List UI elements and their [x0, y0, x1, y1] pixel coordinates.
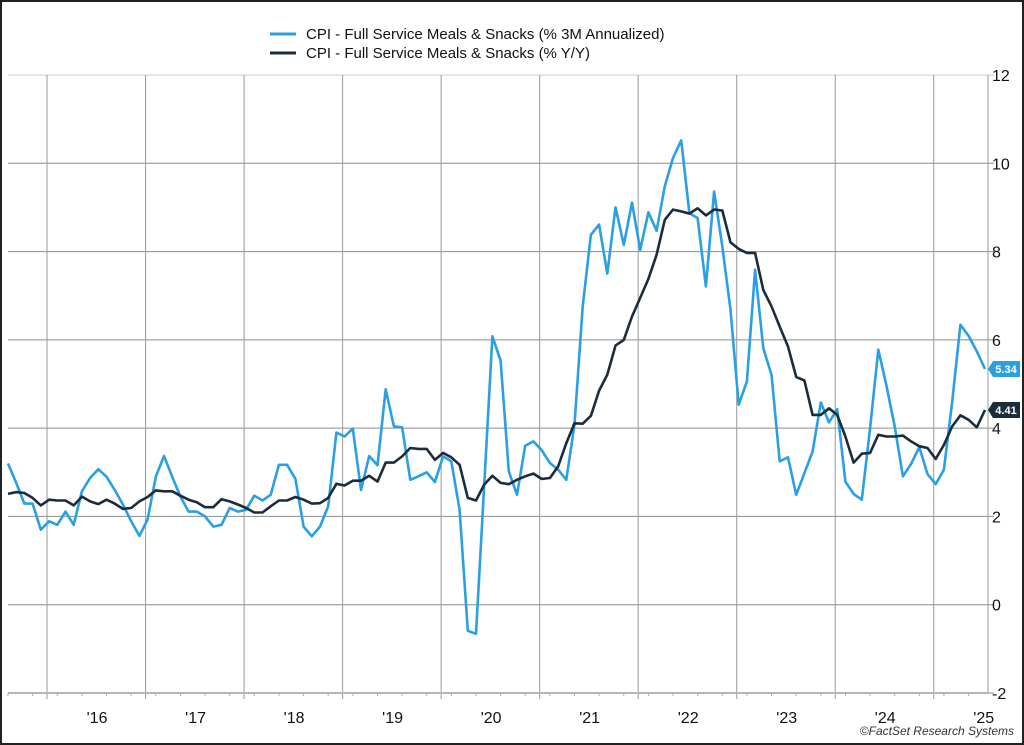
- x-tick-label: '24: [875, 710, 896, 727]
- end-value-text: 5.34: [995, 364, 1017, 376]
- end-value-label: 5.34: [988, 360, 1020, 377]
- legend: CPI - Full Service Meals & Snacks (% 3M …: [270, 26, 664, 62]
- series-line-3m-annualized: [6, 139, 987, 636]
- x-tick-label: '17: [185, 710, 206, 727]
- x-tick-label: '20: [481, 710, 502, 727]
- x-tick-label: '21: [579, 710, 600, 727]
- y-tick-label: -2: [992, 686, 1006, 703]
- y-tick-label: 4: [992, 421, 1001, 438]
- end-value-tag: [988, 360, 1020, 377]
- y-tick-label: 8: [992, 245, 1001, 262]
- y-tick-label: 6: [992, 333, 1001, 350]
- series-line-yoy: [7, 207, 987, 514]
- gridlines: [8, 74, 994, 699]
- credit-text: ©FactSet Research Systems: [860, 724, 1014, 738]
- x-tick-label: '22: [678, 710, 699, 727]
- y-tick-label: 12: [992, 68, 1010, 85]
- legend-label: CPI - Full Service Meals & Snacks (% Y/Y…: [306, 45, 590, 62]
- y-tick-label: 0: [992, 598, 1001, 615]
- x-tick-label: '18: [284, 710, 305, 727]
- series-lines: 5.34 4.41: [6, 139, 1020, 636]
- axes: 12 10 8 6 4 2 0 -2 '16 '17 '18 '19 '20 '21 '22 '23 '24 '2…: [7, 68, 1010, 727]
- x-tick-label: '19: [382, 710, 403, 727]
- x-tick-label: '25: [973, 710, 994, 727]
- x-tick-label: '23: [776, 710, 797, 727]
- end-value-tag: [988, 402, 1020, 419]
- y-tick-label: 2: [992, 509, 1001, 526]
- x-tick-label: '16: [87, 710, 108, 727]
- y-tick-label: 10: [992, 156, 1010, 173]
- end-value-text: 4.41: [995, 405, 1016, 417]
- end-value-label: 4.41: [988, 402, 1020, 419]
- legend-label: CPI - Full Service Meals & Snacks (% 3M …: [306, 26, 664, 43]
